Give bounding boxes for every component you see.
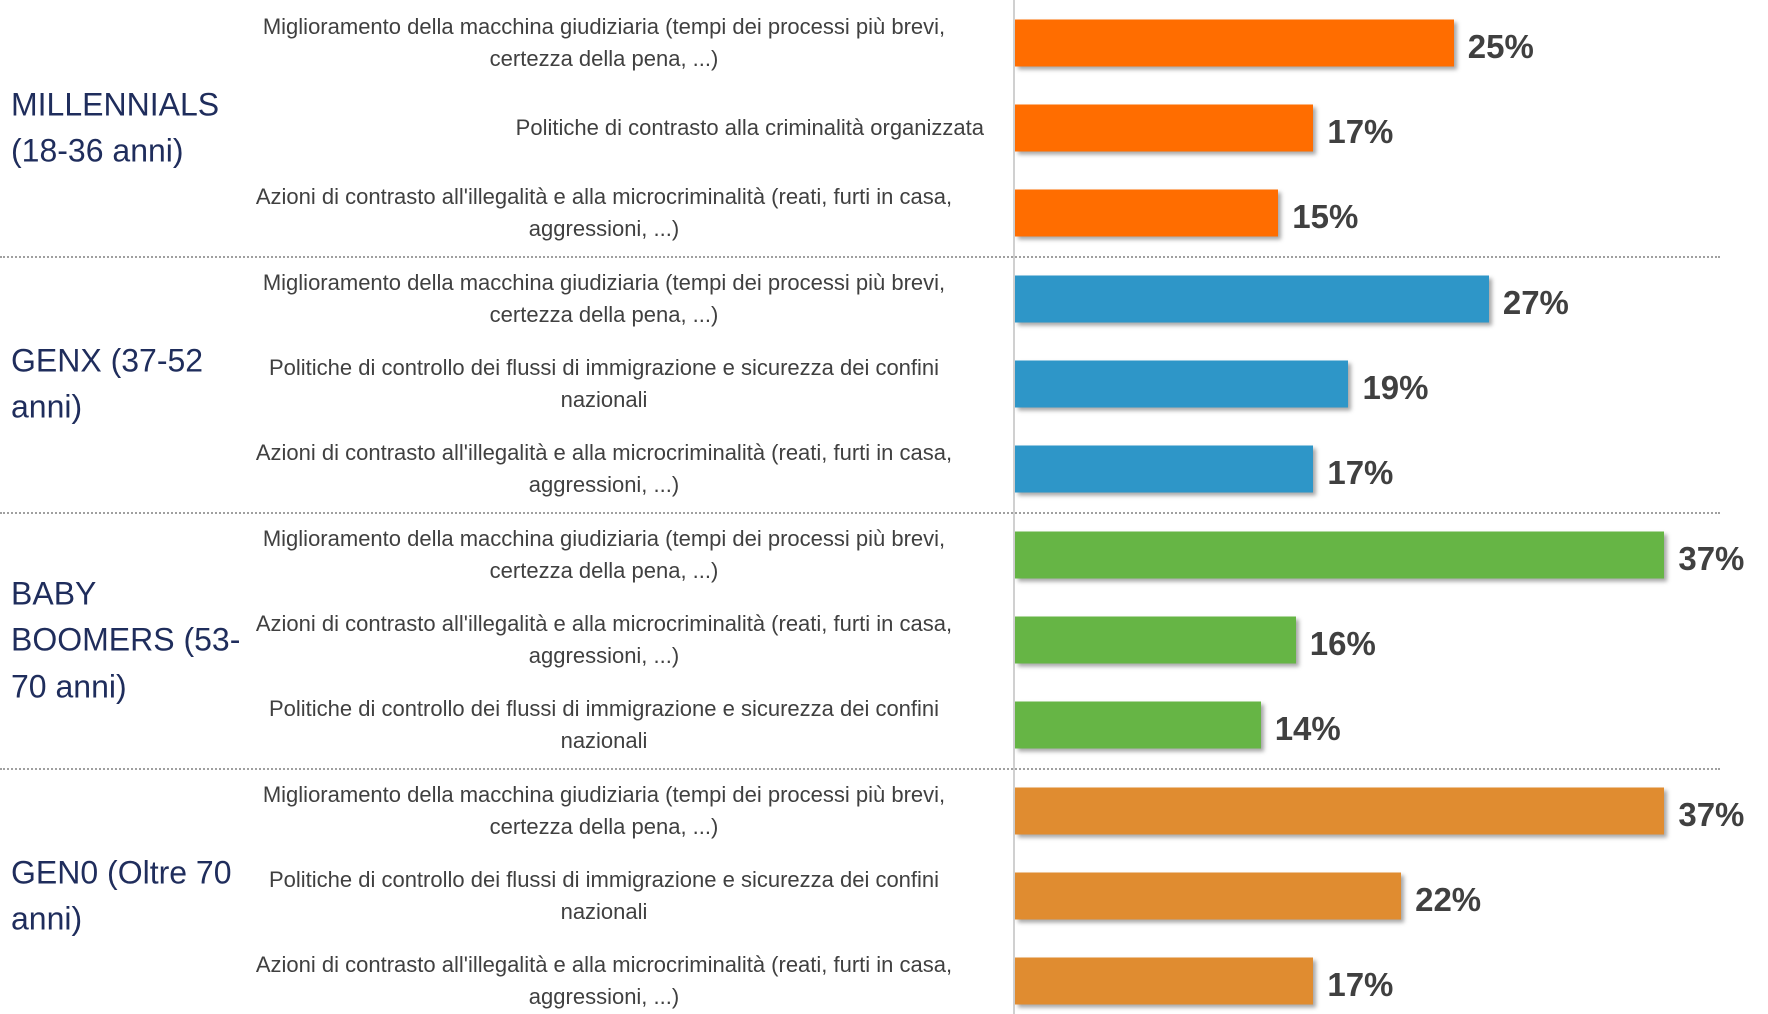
- category-label: Politiche di controllo dei flussi di imm…: [268, 867, 940, 924]
- value-label: 37%: [1678, 795, 1745, 833]
- bar: [1015, 701, 1261, 749]
- category-label: Azioni di contrasto all'illegalità e all…: [255, 440, 953, 497]
- value-label: 25%: [1467, 27, 1534, 65]
- category-label: Politiche di contrasto alla criminalità …: [515, 115, 984, 141]
- bar: [1015, 872, 1402, 920]
- value-label: 37%: [1678, 539, 1745, 577]
- bar: [1015, 360, 1349, 408]
- value-label: 19%: [1362, 368, 1429, 406]
- bar: [1015, 104, 1314, 152]
- bar: [1015, 189, 1279, 237]
- group-label: GEN0 (Oltre 70 anni): [11, 854, 232, 937]
- value-label: 22%: [1415, 880, 1482, 918]
- bar: [1015, 616, 1296, 664]
- category-label: Azioni di contrasto all'illegalità e all…: [255, 184, 953, 241]
- category-label: Miglioramento della macchina giudiziaria…: [262, 782, 946, 839]
- category-label: Miglioramento della macchina giudiziaria…: [262, 14, 946, 71]
- category-label: Politiche di controllo dei flussi di imm…: [268, 696, 940, 753]
- category-label: Miglioramento della macchina giudiziaria…: [262, 270, 946, 327]
- value-label: 14%: [1274, 709, 1341, 747]
- bar: [1015, 531, 1665, 579]
- value-label: 17%: [1327, 112, 1394, 150]
- category-label: Politiche di controllo dei flussi di imm…: [268, 355, 940, 412]
- separator: [0, 256, 1720, 258]
- category-label: Azioni di contrasto all'illegalità e all…: [255, 611, 953, 668]
- category-label: Miglioramento della macchina giudiziaria…: [262, 526, 946, 583]
- value-label: 15%: [1292, 197, 1359, 235]
- category-label: Azioni di contrasto all'illegalità e all…: [255, 952, 953, 1009]
- value-label: 27%: [1502, 283, 1569, 321]
- bar: [1015, 787, 1665, 835]
- bar: [1015, 957, 1314, 1005]
- axis-line: [1013, 0, 1015, 1014]
- value-label: 16%: [1309, 624, 1376, 662]
- separator: [0, 768, 1720, 770]
- group-label: BABY BOOMERS (53-70 anni): [11, 575, 241, 705]
- bar: [1015, 445, 1314, 493]
- separator: [0, 512, 1720, 514]
- value-label: 17%: [1327, 965, 1394, 1003]
- value-label: 17%: [1327, 453, 1394, 491]
- bar: [1015, 275, 1489, 323]
- bar: [1015, 19, 1454, 67]
- group-label: GENX (37-52 anni): [11, 342, 204, 425]
- group-label: MILLENNIALS (18-36 anni): [11, 86, 220, 169]
